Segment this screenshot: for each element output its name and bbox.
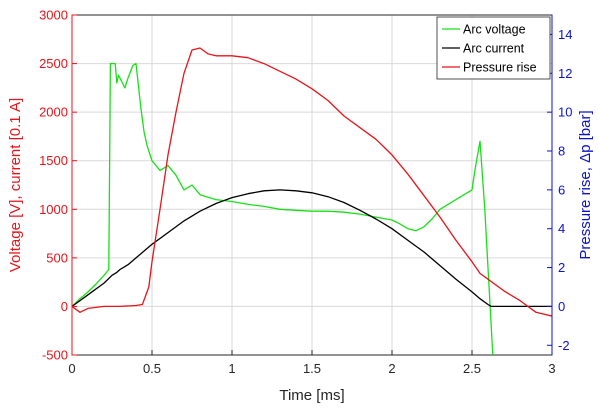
left-y-axis-title: Voltage [V], current [0.1 A] bbox=[7, 98, 24, 272]
left-y-tick-label: 3000 bbox=[39, 8, 68, 23]
series-layer bbox=[72, 47, 552, 355]
x-tick-label: 3 bbox=[548, 361, 555, 376]
right-y-tick-label: 4 bbox=[558, 221, 565, 236]
legend-label-arc-current: Arc current bbox=[463, 42, 525, 56]
legend-label-pressure-rise: Pressure rise bbox=[463, 61, 537, 75]
legend: Arc voltage Arc current Pressure rise bbox=[436, 16, 551, 80]
left-y-tick-label: 1500 bbox=[39, 153, 68, 168]
left-y-tick-label: 500 bbox=[46, 250, 68, 265]
right-y-tick-label: 6 bbox=[558, 182, 565, 197]
right-y-tick-label: 10 bbox=[558, 105, 572, 120]
right-y-tick-label: 12 bbox=[558, 66, 572, 81]
x-tick-label: 0 bbox=[68, 361, 75, 376]
left-y-tick-label: 0 bbox=[61, 299, 68, 314]
left-y-tick-label: 2500 bbox=[39, 56, 68, 71]
x-axis-title: Time [ms] bbox=[279, 387, 344, 404]
right-y-tick-label: 8 bbox=[558, 144, 565, 159]
x-tick-label: 1 bbox=[228, 361, 235, 376]
left-y-tick-label: 2000 bbox=[39, 105, 68, 120]
left-y-axis: -500 0 500 1000 1500 2000 2500 3000 bbox=[39, 8, 77, 363]
x-tick-label: 0.5 bbox=[143, 361, 161, 376]
left-y-tick-label: 1000 bbox=[39, 202, 68, 217]
left-y-tick-label: -500 bbox=[42, 348, 68, 363]
right-y-tick-label: 0 bbox=[558, 299, 565, 314]
arc-current-line bbox=[72, 189, 552, 308]
x-tick-label: 2.5 bbox=[463, 361, 481, 376]
pressure-rise-line bbox=[72, 47, 552, 317]
x-tick-label: 1.5 bbox=[303, 361, 321, 376]
right-y-tick-label: 2 bbox=[558, 260, 565, 275]
right-y-axis-title: Pressure rise, Δp [bar] bbox=[577, 110, 594, 259]
right-y-axis: -2 0 2 4 6 8 10 12 14 bbox=[547, 15, 572, 355]
right-y-tick-label: 14 bbox=[558, 27, 572, 42]
x-axis: 0 0.5 1 1.5 2 2.5 3 bbox=[68, 350, 556, 376]
legend-label-arc-voltage: Arc voltage bbox=[463, 23, 526, 37]
right-y-tick-label: -2 bbox=[558, 338, 570, 353]
x-tick-label: 2 bbox=[388, 361, 395, 376]
